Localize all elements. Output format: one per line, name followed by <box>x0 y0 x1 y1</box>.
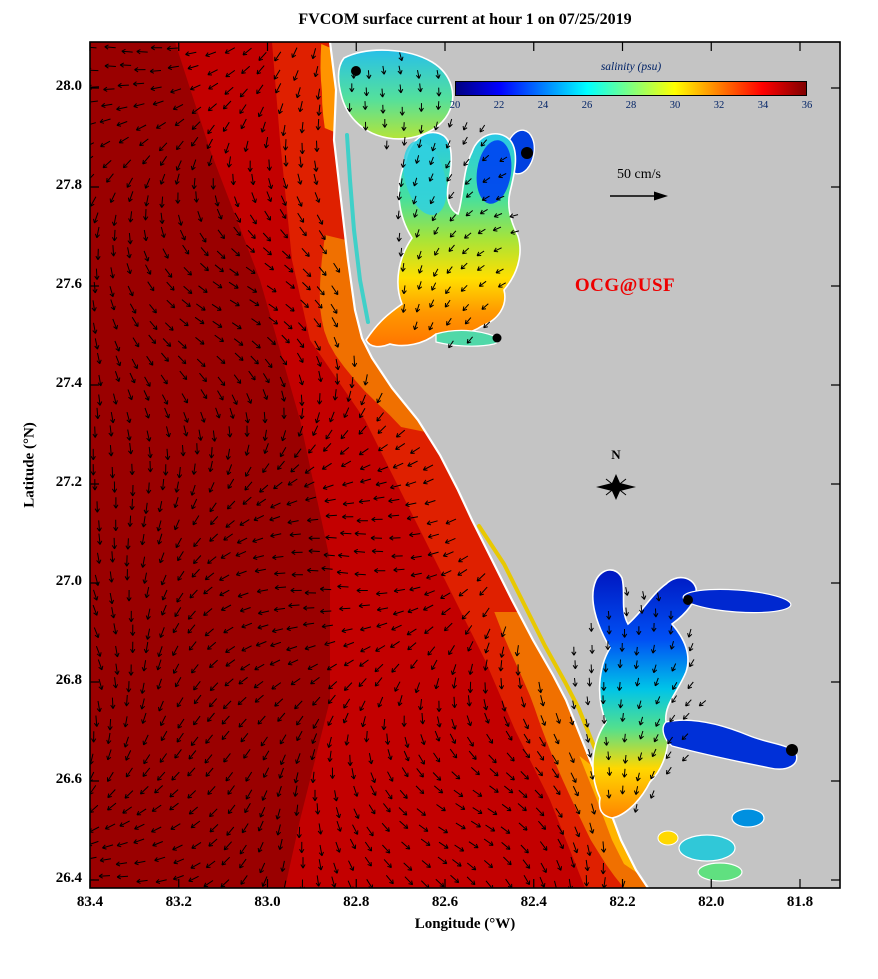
pine-island-patch <box>731 808 765 828</box>
x-tick-label: 82.2 <box>609 894 636 910</box>
clearwater-sound-water <box>337 49 454 140</box>
plot-title: FVCOM surface current at hour 1 on 07/25… <box>298 11 632 28</box>
y-tick-label: 27.4 <box>55 375 82 391</box>
station-markers <box>351 66 798 756</box>
x-tick-label: 83.4 <box>76 894 104 910</box>
estuary-water-layer <box>337 49 798 882</box>
colorbar-tick-label: 26 <box>581 100 593 111</box>
x-tick-label: 83.0 <box>254 894 281 910</box>
axis-tick-marks <box>89 42 840 888</box>
current-scale-label: 50 cm/s <box>617 167 661 182</box>
y-axis-label: Latitude (°N) <box>21 422 38 508</box>
y-tick-label: 27.6 <box>55 276 82 292</box>
old-tampa-bay-cyan-patch <box>403 140 447 216</box>
estero-patch <box>657 830 679 846</box>
x-tick-label: 82.8 <box>343 894 370 910</box>
colorbar-tick-label: 36 <box>801 100 813 111</box>
hillsborough-bay-blue-patch <box>476 140 512 204</box>
colorbar-tick-label: 30 <box>669 100 681 111</box>
y-tick-label: 26.6 <box>55 771 82 787</box>
san-carlos-patch <box>697 862 743 882</box>
sarasota-intracoastal-strip <box>477 524 607 774</box>
colorbar-tick-label: 22 <box>493 100 505 111</box>
x-tick-label: 82.4 <box>520 894 547 910</box>
colorbar-tick-label: 32 <box>713 100 725 111</box>
colorbar-tick-labels: 20 22 24 26 28 30 32 34 36 <box>450 100 813 114</box>
scale-arrow <box>610 191 668 201</box>
matlacha-pass-patch <box>678 834 736 862</box>
pine-island-sound-arm <box>662 719 798 770</box>
x-tick-label: 81.8 <box>786 894 814 910</box>
marker-dot <box>351 66 361 76</box>
colorbar-tick-label: 28 <box>625 100 637 111</box>
compass-north-label: N <box>611 447 621 462</box>
y-tick-label: 27.2 <box>55 474 82 490</box>
y-tick-label: 28.0 <box>55 78 82 94</box>
marker-dot <box>683 595 693 605</box>
x-tick-label: 82.0 <box>698 894 725 910</box>
plot-border <box>89 41 841 889</box>
x-tick-label: 83.2 <box>165 894 192 910</box>
y-tick-label: 26.8 <box>55 672 82 688</box>
x-tick-label: 82.6 <box>431 894 459 910</box>
pinellas-intracoastal-strip <box>345 133 370 324</box>
y-tick-label: 27.8 <box>55 177 82 193</box>
colorbar-label: salinity (psu) <box>600 61 662 73</box>
colorbar-tick-label: 24 <box>537 100 549 111</box>
colorbar-gradient <box>455 81 807 96</box>
marker-dot <box>521 147 533 159</box>
y-tick-label: 26.4 <box>55 870 82 886</box>
colorbar-tick-label: 20 <box>449 100 461 111</box>
compass-rose <box>596 474 636 500</box>
marker-dot <box>492 333 502 343</box>
colorbar-tick-label: 34 <box>757 100 769 111</box>
watermark-ocg-usf: OCG@USF <box>574 275 676 296</box>
y-tick-label: 27.0 <box>55 573 82 589</box>
current-vector-arrows <box>90 44 707 888</box>
peace-river-arm <box>682 588 792 614</box>
marker-dot <box>786 744 798 756</box>
x-axis-label: Longitude (°W) <box>414 916 516 932</box>
